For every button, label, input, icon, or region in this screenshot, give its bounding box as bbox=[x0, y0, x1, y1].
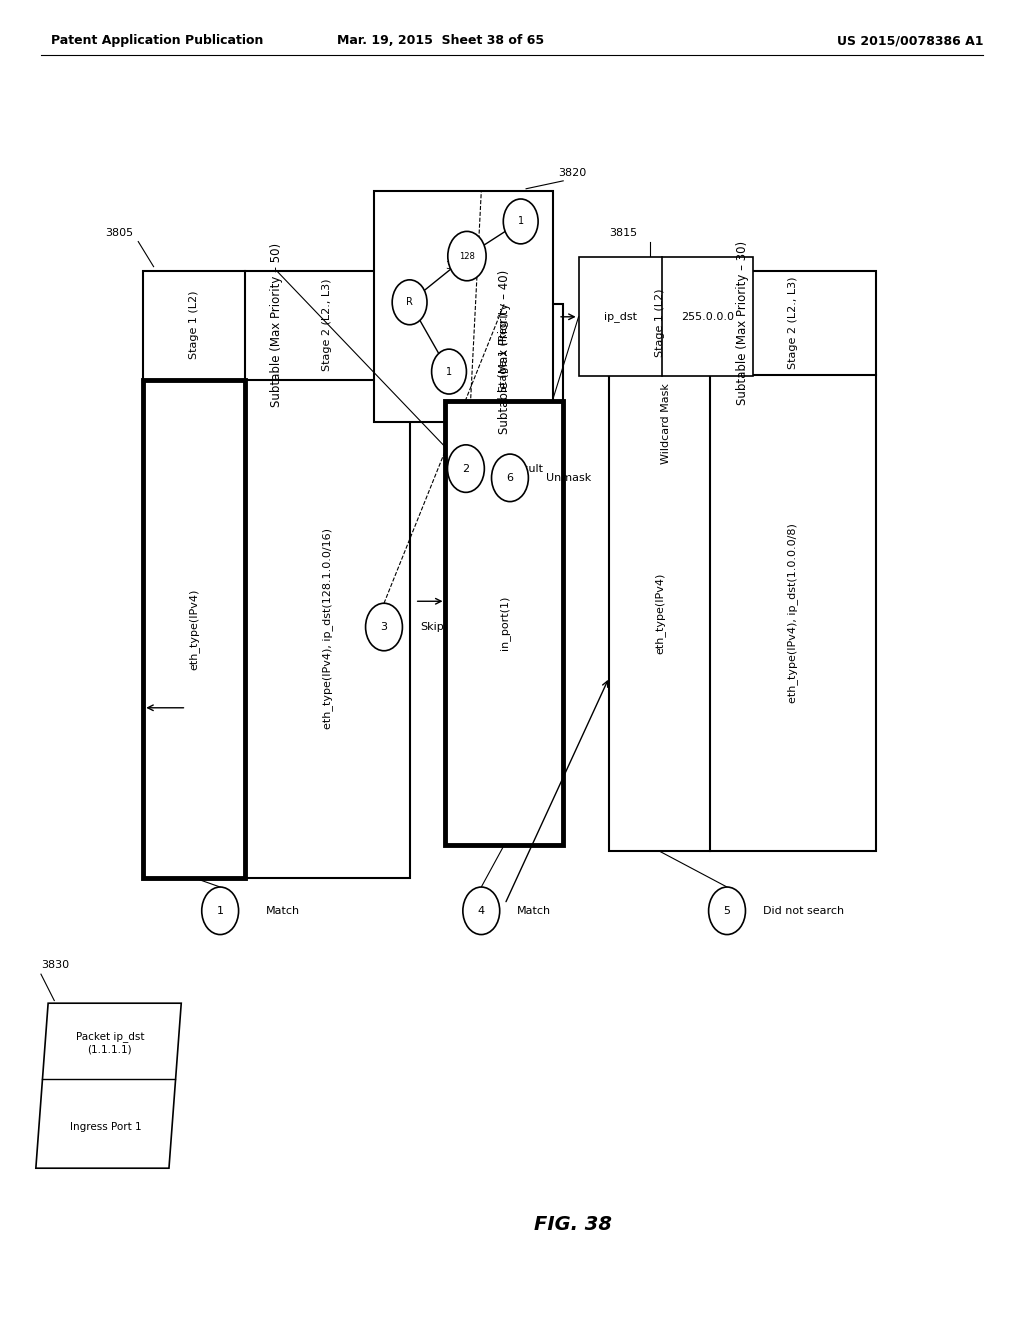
Text: Packet ip_dst
(1.1.1.1): Packet ip_dst (1.1.1.1) bbox=[76, 1031, 144, 1055]
Text: Mar. 19, 2015  Sheet 38 of 65: Mar. 19, 2015 Sheet 38 of 65 bbox=[337, 34, 544, 48]
Text: Stage 1 (L2): Stage 1 (L2) bbox=[655, 289, 665, 358]
Text: eth_type(IPv4), ip_dst(1.0.0.0/8): eth_type(IPv4), ip_dst(1.0.0.0/8) bbox=[787, 523, 799, 704]
Text: Subtable (Max Priority – 30): Subtable (Max Priority – 30) bbox=[736, 240, 749, 405]
Text: 1: 1 bbox=[217, 906, 223, 916]
Circle shape bbox=[709, 887, 745, 935]
Text: eth_type(IPv4): eth_type(IPv4) bbox=[654, 573, 666, 653]
Text: 128: 128 bbox=[459, 252, 475, 260]
Circle shape bbox=[463, 887, 500, 935]
Text: Skip: Skip bbox=[420, 622, 443, 632]
Text: 3820: 3820 bbox=[558, 168, 587, 178]
Text: Stage 1 (L2): Stage 1 (L2) bbox=[189, 290, 199, 359]
Text: 5: 5 bbox=[724, 906, 730, 916]
Text: 3: 3 bbox=[381, 622, 387, 632]
Text: eth_type(IPv4): eth_type(IPv4) bbox=[188, 589, 200, 669]
Text: US 2015/0078386 A1: US 2015/0078386 A1 bbox=[837, 34, 983, 48]
Text: R: R bbox=[407, 297, 413, 308]
Circle shape bbox=[492, 454, 528, 502]
Text: FIG. 38: FIG. 38 bbox=[535, 1216, 612, 1234]
Text: Consult: Consult bbox=[502, 463, 544, 474]
Text: Subtable (Max Priority – 40): Subtable (Max Priority – 40) bbox=[498, 271, 511, 434]
Bar bbox=[143, 380, 245, 878]
Text: Stage 2 (L2., L3): Stage 2 (L2., L3) bbox=[323, 279, 332, 371]
Text: 3815: 3815 bbox=[609, 227, 637, 238]
Text: Ingress Port 1: Ingress Port 1 bbox=[71, 1122, 142, 1133]
Text: 3830: 3830 bbox=[41, 960, 69, 970]
Bar bbox=[609, 271, 876, 851]
Polygon shape bbox=[36, 1003, 181, 1168]
Text: 255.0.0.0: 255.0.0.0 bbox=[681, 312, 734, 322]
Bar bbox=[445, 401, 563, 845]
Text: Wildcard Mask: Wildcard Mask bbox=[660, 383, 671, 463]
Text: Subtable (Max Priority – 50): Subtable (Max Priority – 50) bbox=[270, 243, 283, 408]
Text: 3805: 3805 bbox=[105, 227, 133, 238]
Circle shape bbox=[447, 445, 484, 492]
Circle shape bbox=[432, 348, 467, 393]
Bar bbox=[579, 257, 753, 376]
Bar bbox=[374, 191, 553, 422]
Text: ip_dst: ip_dst bbox=[604, 312, 637, 322]
Text: Unmask: Unmask bbox=[546, 473, 591, 483]
Text: 4: 4 bbox=[478, 906, 484, 916]
Text: 3810: 3810 bbox=[445, 260, 473, 271]
Bar bbox=[445, 304, 563, 845]
Text: Match: Match bbox=[517, 906, 551, 916]
Text: Did not search: Did not search bbox=[763, 906, 844, 916]
Text: 1: 1 bbox=[518, 216, 523, 227]
Text: 2: 2 bbox=[463, 463, 469, 474]
Text: Stage 1 (Reg.): Stage 1 (Reg.) bbox=[500, 313, 509, 392]
Text: eth_type(IPv4), ip_dst(128.1.0.0/16): eth_type(IPv4), ip_dst(128.1.0.0/16) bbox=[322, 528, 333, 730]
Circle shape bbox=[447, 231, 486, 281]
Circle shape bbox=[503, 199, 539, 244]
Bar bbox=[143, 271, 410, 878]
Circle shape bbox=[202, 887, 239, 935]
Text: 1: 1 bbox=[446, 367, 452, 376]
Text: Patent Application Publication: Patent Application Publication bbox=[51, 34, 263, 48]
Circle shape bbox=[392, 280, 427, 325]
Circle shape bbox=[366, 603, 402, 651]
Text: in_port(1): in_port(1) bbox=[499, 595, 510, 649]
Text: 6: 6 bbox=[507, 473, 513, 483]
Text: Match: Match bbox=[266, 906, 300, 916]
Text: Stage 2 (L2., L3): Stage 2 (L2., L3) bbox=[788, 277, 798, 370]
